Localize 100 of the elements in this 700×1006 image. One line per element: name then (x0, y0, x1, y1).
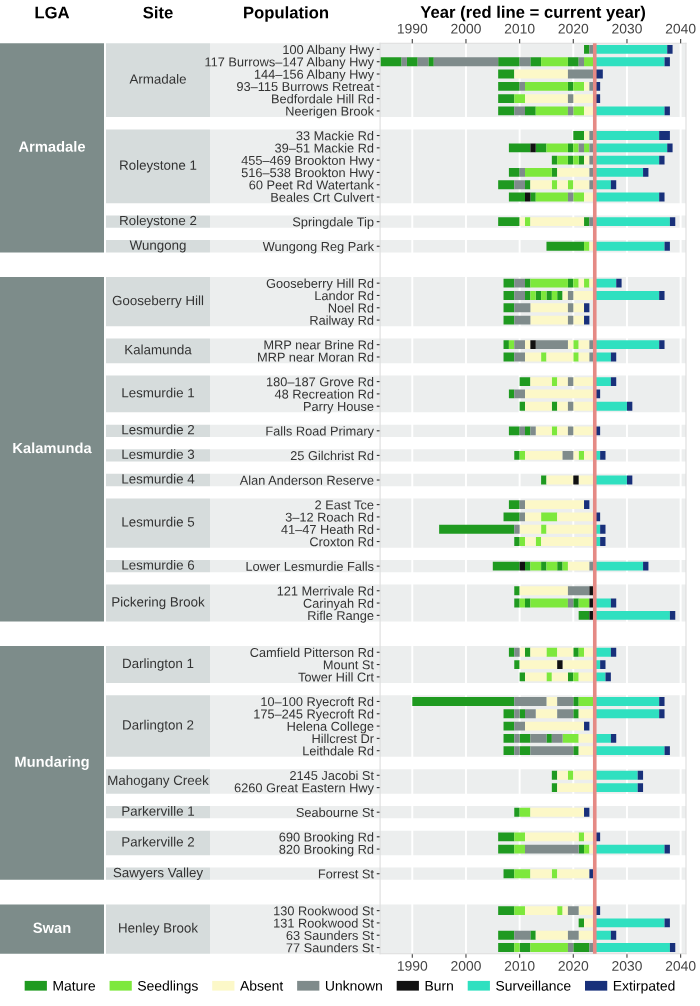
bar (584, 44, 590, 54)
bar (508, 143, 531, 153)
bar (546, 475, 574, 485)
bar (401, 57, 407, 67)
bar (514, 352, 525, 362)
bar (573, 192, 585, 202)
bar (578, 340, 590, 350)
bar (519, 943, 531, 952)
bar (664, 844, 670, 854)
bar (557, 906, 563, 916)
bar (514, 832, 525, 842)
bar (567, 315, 574, 325)
bar (567, 143, 574, 153)
bar (594, 106, 665, 116)
bar (594, 241, 665, 251)
bar (659, 340, 665, 350)
bar (659, 192, 665, 202)
bar (605, 672, 611, 682)
bar (567, 57, 579, 67)
bar (503, 869, 515, 879)
bar (584, 721, 590, 731)
bar (573, 943, 590, 952)
bar (530, 943, 568, 952)
bar (530, 869, 552, 879)
bar (535, 192, 568, 202)
bar (530, 315, 568, 325)
bar (557, 869, 590, 879)
bar (610, 647, 617, 657)
bar (567, 426, 574, 436)
bar (573, 340, 579, 350)
bar (503, 340, 509, 350)
bar (546, 291, 552, 300)
bar (514, 94, 525, 104)
bar (514, 537, 520, 546)
bar (525, 906, 558, 916)
bar (551, 377, 558, 387)
bar (530, 426, 536, 436)
bar (551, 869, 558, 879)
bar (498, 832, 515, 842)
bar (562, 561, 568, 571)
bar (530, 217, 585, 227)
bar (669, 217, 676, 227)
bar (514, 69, 568, 79)
bar (525, 844, 579, 854)
bar (573, 598, 579, 608)
bar (519, 450, 525, 460)
bar (567, 770, 574, 780)
bar (584, 500, 590, 510)
bar (573, 81, 585, 91)
bar (626, 401, 633, 411)
bar (573, 475, 579, 485)
bar (541, 524, 547, 534)
bar (498, 906, 515, 916)
bar (573, 352, 579, 362)
bar (514, 106, 525, 116)
text: Site (143, 6, 173, 19)
bar (519, 672, 525, 682)
bar (551, 401, 558, 411)
bar (514, 315, 531, 325)
bar (525, 352, 542, 362)
bar (584, 807, 590, 817)
bar (514, 524, 520, 534)
bar (610, 180, 617, 190)
bar (610, 377, 617, 387)
bar (557, 155, 568, 165)
bar (546, 352, 574, 362)
bar (530, 143, 536, 153)
bar (535, 340, 568, 350)
bar (557, 561, 563, 571)
bar (659, 155, 665, 165)
bar (567, 340, 574, 350)
bar (514, 930, 531, 940)
bar (508, 426, 520, 436)
bar (519, 57, 531, 67)
bar (519, 537, 525, 546)
bar (546, 561, 558, 571)
bar (567, 672, 574, 682)
y-axis-title: Population (244, 6, 329, 22)
bar (519, 377, 531, 387)
bar (584, 143, 590, 153)
bar (519, 807, 531, 817)
bar (567, 377, 574, 387)
bar (525, 168, 552, 177)
bar (525, 340, 531, 350)
bar (600, 660, 606, 669)
bar (594, 844, 665, 854)
bar (519, 426, 525, 436)
bar (514, 340, 525, 350)
bar (578, 155, 585, 165)
bar (578, 832, 585, 842)
bar (584, 844, 590, 854)
bar (525, 401, 552, 411)
bar (514, 389, 525, 399)
bar (610, 930, 617, 940)
bar (519, 561, 525, 571)
bar (573, 672, 579, 682)
bar (541, 561, 547, 571)
bar (584, 131, 590, 140)
bar (530, 598, 568, 608)
bar (541, 512, 558, 522)
